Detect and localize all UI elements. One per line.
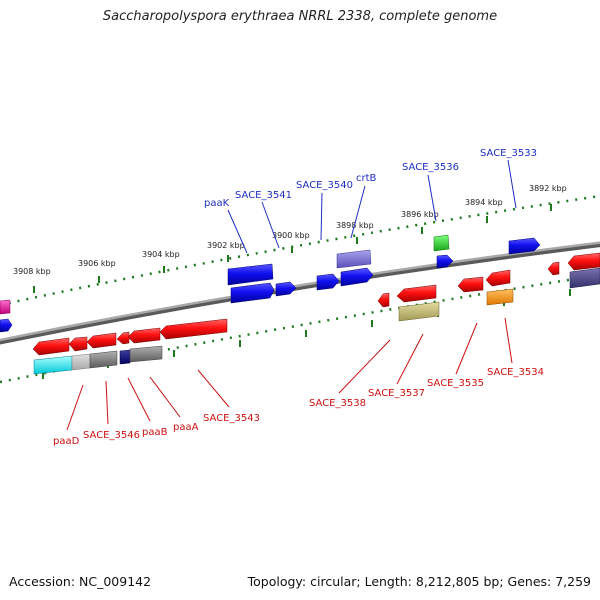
label-sace-3535[interactable]: SACE_3535 — [427, 378, 484, 389]
gene-forward[interactable] — [0, 318, 13, 333]
label-sace-3534[interactable]: SACE_3534 — [487, 367, 544, 378]
gene-forward[interactable] — [230, 282, 275, 304]
accession-text: Accession: NC_009142 — [9, 574, 152, 589]
label-sace-3543[interactable]: SACE_3543 — [203, 413, 260, 424]
upper-scale-track — [0, 194, 600, 307]
label-paab[interactable]: paaB — [142, 427, 168, 438]
gene-reverse[interactable] — [377, 292, 390, 308]
forward-strand-genes — [0, 234, 600, 333]
label-sace-3533[interactable]: SACE_3533 — [480, 148, 537, 159]
gene-forward[interactable] — [340, 267, 374, 287]
lower-gene-labels: paaD SACE_3546 paaB paaA SACE_3543 SACE_… — [53, 367, 544, 447]
gene-reverse[interactable] — [127, 327, 161, 344]
gene-forward[interactable] — [569, 267, 600, 289]
tick-label-3904: 3904 kbp — [142, 250, 180, 259]
gene-forward[interactable] — [316, 273, 340, 291]
gene-reverse[interactable] — [86, 332, 117, 349]
tick-label-3902: 3902 kbp — [207, 241, 245, 250]
upper-gene-labels: paaK SACE_3541 SACE_3540 crtB SACE_3536 … — [204, 148, 537, 209]
tick-label-3892: 3892 kbp — [529, 184, 567, 193]
gene-forward[interactable] — [275, 281, 297, 297]
label-paak[interactable]: paaK — [204, 198, 230, 209]
gene-cog[interactable] — [129, 345, 163, 363]
gene-reverse[interactable] — [396, 284, 437, 303]
label-sace-3538[interactable]: SACE_3538 — [309, 398, 366, 409]
label-sace-3540[interactable]: SACE_3540 — [296, 180, 353, 191]
gene-cog[interactable] — [398, 301, 440, 322]
tick-label-3908: 3908 kbp — [13, 267, 51, 276]
tick-label-3906: 3906 kbp — [78, 259, 116, 268]
gene-cog[interactable] — [33, 355, 73, 375]
label-crtb[interactable]: crtB — [356, 173, 377, 184]
gene-reverse[interactable] — [159, 318, 228, 340]
gene-cog[interactable] — [89, 350, 118, 369]
lower-leader-lines — [66, 317, 513, 431]
gene-reverse[interactable] — [485, 269, 511, 287]
reverse-strand-genes — [32, 252, 600, 375]
label-paad[interactable]: paaD — [53, 436, 80, 447]
gene-cog[interactable] — [486, 288, 514, 306]
label-sace-3537[interactable]: SACE_3537 — [368, 388, 425, 399]
tick-label-3900: 3900 kbp — [272, 231, 310, 240]
genome-summary-text: Topology: circular; Length: 8,212,805 bp… — [247, 574, 591, 589]
tick-label-3894: 3894 kbp — [465, 198, 503, 207]
gene-forward[interactable] — [433, 234, 450, 252]
page-title: Saccharopolyspora erythraea NRRL 2338, c… — [102, 9, 498, 24]
label-sace-3541[interactable]: SACE_3541 — [235, 190, 292, 201]
gene-forward[interactable] — [0, 299, 11, 315]
gene-reverse[interactable] — [32, 337, 70, 356]
upper-leader-lines — [227, 159, 517, 254]
gene-forward[interactable] — [508, 237, 541, 255]
label-sace-3546[interactable]: SACE_3546 — [83, 430, 140, 441]
label-paaa[interactable]: paaA — [173, 422, 199, 433]
backbone-shadow — [0, 242, 600, 345]
gene-forward[interactable] — [227, 263, 274, 286]
tick-label-3896: 3896 kbp — [401, 210, 439, 219]
gene-forward[interactable] — [436, 254, 454, 269]
gene-reverse[interactable] — [457, 276, 484, 293]
gene-cog[interactable] — [119, 349, 131, 365]
label-sace-3536[interactable]: SACE_3536 — [402, 162, 459, 173]
gene-forward[interactable] — [336, 249, 372, 269]
gene-cog[interactable] — [71, 353, 91, 371]
gene-reverse[interactable] — [547, 261, 560, 276]
gene-reverse[interactable] — [116, 331, 130, 345]
gene-reverse[interactable] — [68, 336, 88, 352]
gene-reverse[interactable] — [567, 252, 600, 271]
